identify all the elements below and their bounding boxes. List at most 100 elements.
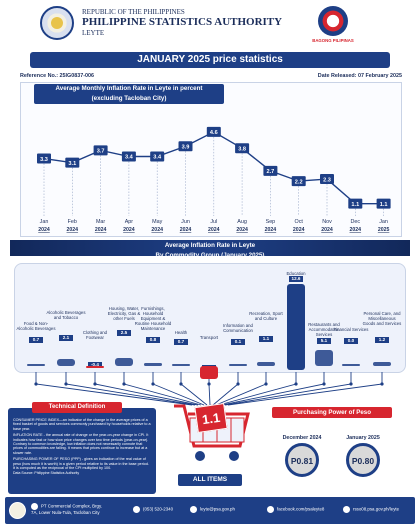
x-tick-month-12: Jan: [379, 219, 388, 225]
commodity-value-0: 0.7: [29, 337, 43, 343]
commodity-value-10: 5.1: [317, 338, 331, 344]
x-tick-year-8: 2024: [265, 227, 277, 233]
data-point-3: [121, 151, 136, 162]
data-point-11: [348, 198, 363, 209]
data-label-6: 4.6: [210, 130, 218, 136]
line-chart: 3.3 Jan 2024 3.1 Feb 2024 3.7 Mar 2024 3.4 Apr 2024…: [37, 126, 391, 233]
connector-dot-6: [207, 382, 211, 386]
connector-dot-7: [236, 382, 240, 386]
commodity-bar-1: [57, 359, 75, 366]
commodity-label-0: Food & Non-Alcoholic Beverages: [16, 321, 56, 331]
commodity-label-2: Clothing and Footwear: [82, 330, 108, 340]
commodity-bar-3: [115, 358, 133, 366]
x-tick-year-5: 2024: [180, 227, 192, 233]
footer-phone-text: (053) 520-2340: [143, 506, 174, 512]
x-tick-year-11: 2024: [350, 227, 362, 233]
commodity-chart-title-text: Average Inflation Rate in Leyte: [164, 242, 256, 249]
psa-seal-logo: [40, 6, 74, 40]
commodity-label-9: Education: [286, 271, 306, 276]
connector-dot-3: [122, 382, 126, 386]
ppp-coin-dec-2024: P0.81: [285, 443, 319, 477]
commodity-value-4: 0.8: [146, 337, 160, 343]
data-label-0: 3.3: [40, 157, 48, 163]
cpi-definition: CONSUMER PRICE INDEX—an indicator of the…: [13, 418, 151, 431]
commodity-connectors: [34, 372, 384, 406]
x-tick-year-4: 2024: [151, 227, 163, 233]
commodity-bar-0: [27, 363, 45, 366]
commodity-bar-8: [257, 362, 275, 366]
commodity-rounded-band: [14, 263, 406, 373]
ppp-label-jan-2025: January 2025: [346, 435, 380, 441]
x-tick-month-11: Dec: [351, 219, 361, 225]
x-tick-year-1: 2024: [67, 227, 79, 233]
commodity-value-9: 12.6: [289, 276, 303, 282]
footer-email[interactable]: leyte@psa.gov.ph: [190, 506, 235, 513]
footer-website[interactable]: rsso08.psa.gov.ph/leyte: [343, 506, 399, 513]
data-label-1: 3.1: [68, 161, 76, 167]
commodity-label-10: Restaurants and Accommodation Services: [308, 322, 340, 337]
commodity-bar-5: [172, 363, 190, 366]
commodity-value-3: 2.5: [117, 330, 131, 336]
data-label-2: 3.7: [97, 149, 105, 155]
agency-name: PHILIPPINE STATISTICS AUTHORITY: [82, 16, 283, 28]
commodity-label-3: Housing, Water, Electricity, Gas & other…: [107, 306, 141, 321]
connector-dot-2: [93, 382, 97, 386]
commodity-bar-10: [315, 349, 333, 366]
footer-facebook-text: facebook.com/psaleyte8: [277, 506, 325, 512]
commodity-bar-9: [287, 284, 305, 370]
connector-dot-0: [34, 382, 38, 386]
commodity-chart-subtitle-text: By Commodity Group (January 2025): [155, 252, 265, 259]
commodity-bar-12: [373, 362, 391, 366]
x-tick-year-6: 2024: [208, 227, 220, 233]
footer-facebook[interactable]: facebook.com/psaleyte8: [267, 506, 324, 513]
data-point-0: [37, 153, 51, 164]
data-point-7: [235, 143, 250, 154]
commodity-label-6: Transport: [199, 335, 219, 340]
commodity-bar-7: [229, 364, 247, 366]
x-tick-month-6: Jul: [210, 219, 217, 225]
connector-dot-12: [380, 382, 384, 386]
data-label-11: 1.1: [351, 202, 359, 208]
x-tick-month-0: Jan: [40, 219, 49, 225]
commodity-bar-2: [86, 366, 104, 368]
commodity-bar-6: [200, 366, 218, 380]
data-point-2: [93, 145, 108, 156]
x-tick-month-10: Nov: [322, 219, 332, 225]
commodity-label-7: Information and Communication: [223, 323, 253, 333]
commodity-label-1: Alcoholic Beverages and Tobacco: [46, 310, 86, 320]
x-tick-year-3: 2024: [123, 227, 135, 233]
data-point-10: [320, 174, 334, 185]
technical-definition-heading: Technical Definition: [32, 402, 122, 413]
inflation-definition: INFLATION RATE - the annual rate of chan…: [13, 433, 149, 455]
x-tick-month-4: May: [152, 219, 162, 225]
data-label-7: 3.8: [238, 147, 246, 153]
data-label-10: 2.3: [323, 177, 331, 183]
connector-dot-10: [322, 382, 326, 386]
commodity-bar-11: [342, 364, 360, 366]
data-label-8: 2.7: [267, 169, 275, 175]
x-tick-year-2: 2024: [95, 227, 107, 233]
commodity-value-2: -0.4: [88, 362, 102, 368]
x-tick-month-5: Jun: [181, 219, 190, 225]
commodity-value-7: 0.1: [231, 339, 245, 345]
footer-psa-logo: [9, 502, 26, 519]
line-chart-title: Average Monthly Inflation Rate in Leyte …: [34, 84, 224, 104]
connector-dot-1: [64, 382, 68, 386]
data-label-3: 3.4: [125, 155, 134, 161]
republic-line: REPUBLIC OF THE PHILIPPINES: [82, 8, 185, 16]
commodity-label-4: Furnishings, Household Equipment & Routi…: [134, 306, 172, 331]
footer-address-text: PT Commercial Complex, Brgy. 7A, Lower N…: [31, 503, 103, 515]
footer: PT Commercial Complex, Brgy. 7A, Lower N…: [5, 497, 415, 524]
facebook-icon: [267, 506, 274, 513]
globe-icon: [343, 506, 350, 513]
commodity-value-11: 0.0: [344, 338, 358, 344]
connector-dot-11: [349, 382, 353, 386]
commodity-chart-title: Average Inflation Rate in Leyte By Commo…: [90, 241, 330, 261]
data-point-9: [291, 176, 306, 187]
data-point-1: [65, 157, 80, 168]
x-tick-month-7: Aug: [237, 219, 247, 225]
data-label-12: 1.1: [380, 202, 388, 208]
x-tick-month-9: Oct: [295, 219, 304, 225]
all-items-value: 1.1: [194, 403, 228, 433]
data-point-4: [150, 151, 165, 162]
